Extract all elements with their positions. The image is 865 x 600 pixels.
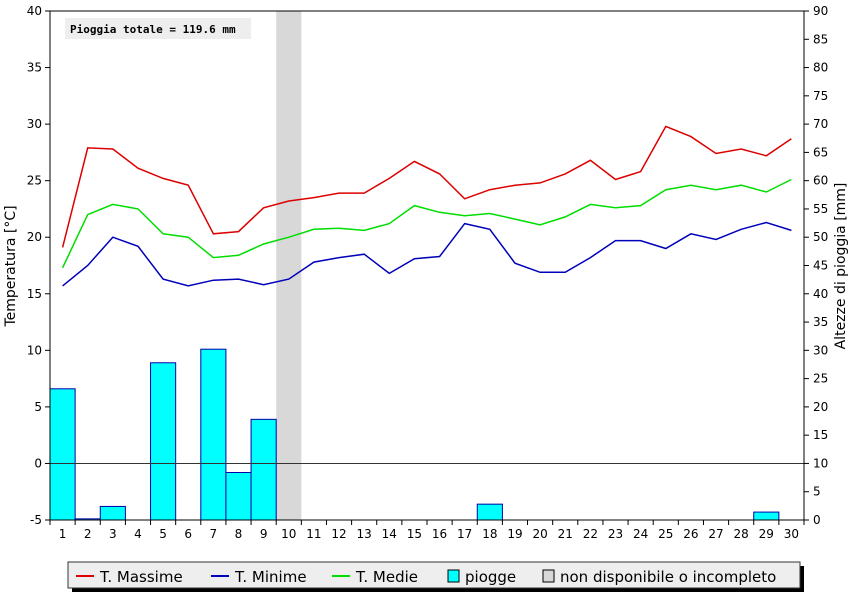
y-right-tick-label: 5 — [813, 485, 821, 499]
rain-bar-day-1 — [49, 388, 76, 521]
legend-swatch-non-disponibile-o-incompleto — [542, 569, 555, 583]
y-right-tick-label: 75 — [813, 89, 828, 103]
rain-bar-day-7 — [200, 348, 227, 521]
x-tick-label: 8 — [235, 527, 243, 541]
x-tick-label: 1 — [59, 527, 67, 541]
series-line-t-minime — [62, 221, 792, 287]
y-right-tick-label: 30 — [813, 343, 828, 357]
x-tick-label: 2 — [84, 527, 92, 541]
y-left-tick-label: 20 — [27, 230, 42, 244]
unavailable-days — [276, 11, 302, 520]
temperature-lines — [61, 125, 792, 287]
y-right-tick-label: 35 — [813, 315, 828, 329]
rain-bar-day-8 — [225, 471, 252, 521]
x-tick-label: 26 — [683, 527, 698, 541]
x-tick-label: 7 — [210, 527, 218, 541]
legend-label-non-disponibile-o-incompleto: non disponibile o incompleto — [560, 568, 776, 586]
x-axis: 1 2 3 4 5 6 7 8 9 10 11 12 13 14 15 16 17 18 19 20 21 22 23 24 2… — [49, 520, 805, 541]
y-right-tick-label: 25 — [813, 372, 828, 386]
x-tick-label: 25 — [658, 527, 673, 541]
y-right-tick-label: 0 — [813, 513, 821, 527]
y-axis-left: -5 0 5 10 15 20 25 30 35 40 — [27, 4, 50, 527]
x-tick-label: 10 — [281, 527, 296, 541]
y-right-tick-label: 55 — [813, 202, 828, 216]
legend-label-t-massime: T. Massime — [99, 568, 183, 586]
x-tick-label: 13 — [357, 527, 372, 541]
x-tick-label: 16 — [432, 527, 447, 541]
y-axis-right: 0 5 10 15 20 25 30 35 40 45 50 55 60 65 70 75 80 85 90 — [804, 4, 828, 527]
y-left-tick-label: 35 — [27, 61, 42, 75]
y-right-tick-label: 70 — [813, 117, 828, 131]
x-tick-label: 27 — [708, 527, 723, 541]
legend-label-t-medie: T. Medie — [355, 568, 418, 586]
x-tick-label: 29 — [759, 527, 774, 541]
total-rain-box — [65, 18, 251, 39]
x-tick-label: 21 — [558, 527, 573, 541]
x-tick-label: 15 — [407, 527, 422, 541]
y-left-tick-label: 5 — [34, 400, 42, 414]
rain-bar-day-29 — [753, 511, 780, 521]
x-tick-label: 14 — [382, 527, 397, 541]
total-rain-annotation: Pioggia totale = 119.6 mm — [70, 23, 236, 36]
x-tick-label: 9 — [260, 527, 268, 541]
y-right-tick-label: 45 — [813, 259, 828, 273]
x-tick-label: 23 — [608, 527, 623, 541]
unavailable-band-10 — [276, 11, 302, 520]
y-left-tick-label: 10 — [27, 343, 42, 357]
y-left-tick-label: 15 — [27, 287, 42, 301]
y-left-tick-label: -5 — [30, 513, 42, 527]
y-right-tick-label: 40 — [813, 287, 828, 301]
y-axis-left-title: Temperatura [°C] — [3, 205, 19, 327]
y-right-tick-label: 20 — [813, 400, 828, 414]
y-left-tick-label: 25 — [27, 174, 42, 188]
y-left-tick-label: 40 — [27, 4, 42, 18]
y-right-tick-label: 80 — [813, 61, 828, 75]
rain-bar-day-5 — [150, 362, 177, 521]
y-right-tick-label: 10 — [813, 456, 828, 470]
y-right-tick-label: 50 — [813, 230, 828, 244]
legend-swatch-piogge — [447, 569, 460, 583]
x-tick-label: 24 — [633, 527, 648, 541]
legend: T. Massime T. Minime T. Medie piogge non dis… — [67, 561, 804, 592]
legend-label-piogge: piogge — [465, 568, 516, 586]
y-left-tick-label: 30 — [27, 117, 42, 131]
y-right-tick-label: 90 — [813, 4, 828, 18]
y-right-tick-label: 60 — [813, 174, 828, 188]
legend-box — [67, 561, 801, 589]
series-line-t-medie — [61, 178, 792, 269]
rain-bar-day-9 — [250, 418, 277, 521]
legend-label-t-minime: T. Minime — [234, 568, 307, 586]
y-left-tick-label: 0 — [34, 456, 42, 470]
rain-bar-day-3 — [99, 505, 126, 521]
x-tick-label: 3 — [109, 527, 117, 541]
x-tick-label: 17 — [457, 527, 472, 541]
y-right-tick-label: 85 — [813, 32, 828, 46]
x-tick-label: 28 — [734, 527, 749, 541]
rain-bars — [49, 348, 780, 521]
y-right-tick-label: 65 — [813, 145, 828, 159]
rain-bar-day-18 — [476, 503, 503, 521]
x-tick-label: 11 — [306, 527, 321, 541]
x-tick-label: 20 — [532, 527, 547, 541]
x-tick-label: 5 — [159, 527, 167, 541]
x-tick-label: 19 — [507, 527, 522, 541]
x-tick-label: 18 — [482, 527, 497, 541]
x-tick-label: 12 — [331, 527, 346, 541]
y-right-tick-label: 15 — [813, 428, 828, 442]
x-tick-label: 22 — [583, 527, 598, 541]
x-tick-label: 4 — [134, 527, 142, 541]
x-tick-label: 30 — [784, 527, 799, 541]
series-line-t-massime — [61, 125, 792, 248]
y-axis-right-title: Altezze di pioggia [mm] — [833, 183, 849, 350]
x-tick-label: 6 — [184, 527, 192, 541]
